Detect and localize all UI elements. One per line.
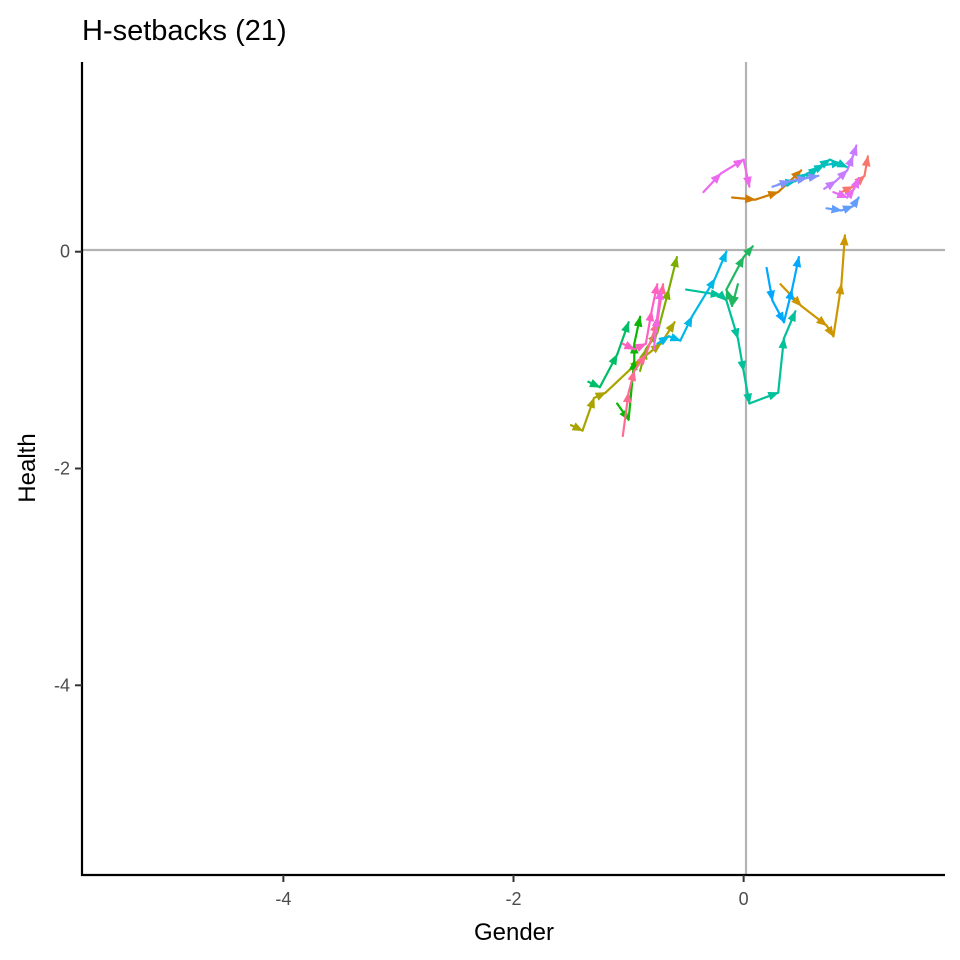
trajectory-segment: [592, 391, 607, 401]
trajectory-segment: [725, 256, 745, 291]
trajectory-segment: [817, 158, 832, 169]
trajectory-segment: [788, 175, 809, 185]
trajectory-segment: [679, 315, 694, 342]
series-trajectory: [684, 288, 797, 405]
trajectory-segment: [782, 310, 797, 340]
series-trajectory: [587, 321, 630, 389]
series-trajectory: [656, 250, 728, 346]
trajectory-segment: [598, 353, 619, 389]
trajectory-segment: [742, 245, 754, 259]
trajectory-segment: [849, 144, 858, 158]
trajectory-segment: [633, 353, 647, 372]
y-tick-label: -2: [54, 459, 70, 479]
trajectory-segment: [615, 402, 630, 421]
trajectory-segment: [627, 369, 637, 394]
x-axis-title: Gender: [474, 919, 554, 946]
trajectory-segment: [702, 172, 722, 194]
series-trajectory: [771, 173, 820, 189]
trajectory-segment: [716, 290, 728, 302]
trajectory-segment: [771, 299, 786, 324]
series-trajectory: [651, 288, 664, 351]
trajectory-segment: [569, 422, 584, 432]
trajectory-segment: [725, 299, 740, 340]
series-trajectory: [730, 169, 803, 204]
trajectory-segment: [765, 266, 775, 302]
trajectory-segment: [850, 176, 860, 190]
trajectory-segment: [753, 191, 780, 201]
trajectory-segment: [828, 158, 849, 169]
trajectory-segment: [839, 234, 849, 286]
trajectory-segment: [621, 391, 632, 438]
trajectory-segment: [840, 205, 855, 214]
trajectory-segment: [742, 158, 752, 188]
trajectory-segment: [805, 166, 820, 177]
trajectory-segment: [730, 194, 757, 204]
trajectory-segment: [825, 204, 843, 214]
x-tick-label: 0: [739, 889, 749, 909]
trajectory-segment: [667, 256, 679, 291]
series-trajectory: [765, 256, 802, 324]
trajectory-segment: [849, 196, 860, 209]
series-trajectory: [702, 158, 752, 194]
trajectory-segment: [651, 315, 661, 351]
series-trajectory: [825, 196, 860, 214]
trajectory-segment: [834, 169, 849, 183]
trajectory-segment: [777, 337, 788, 394]
series-trajectory: [832, 176, 860, 200]
trajectory-segment: [790, 256, 802, 291]
y-axis-ticks: -4 -2 0: [54, 242, 82, 695]
x-tick-label: -4: [275, 889, 291, 909]
trajectory-segment: [655, 288, 664, 318]
series-trajectory: [823, 144, 858, 191]
chart-title: H-setbacks (21): [82, 15, 287, 47]
y-tick-label: -4: [54, 675, 70, 695]
trajectory-segment: [861, 155, 871, 177]
trajectory-segment: [684, 288, 722, 298]
trajectory-segment: [690, 277, 717, 318]
trajectory-segment: [656, 335, 670, 346]
y-tick-label: 0: [60, 242, 70, 262]
trajectory-segment: [844, 187, 856, 200]
trajectory-segment: [633, 315, 643, 345]
trajectory-segment: [823, 180, 837, 191]
x-tick-label: -2: [505, 889, 521, 909]
trajectory-segment: [633, 342, 647, 353]
trajectory-segment: [730, 283, 740, 307]
series-layer: [569, 144, 871, 438]
trajectory-segment: [748, 391, 780, 405]
trajectory-segment: [845, 155, 855, 172]
trajectory-segment: [587, 379, 601, 389]
trajectory-segment: [621, 341, 636, 351]
trajectory-segment: [782, 288, 794, 324]
trajectory-segment: [650, 283, 660, 313]
x-axis-ticks: -4 -2 0: [275, 875, 749, 909]
trajectory-segment: [824, 324, 835, 338]
trajectory-segment: [832, 189, 849, 199]
trajectory-segment: [725, 288, 734, 307]
trajectory-segment: [615, 321, 630, 356]
trajectory-segment: [771, 180, 791, 189]
trajectory-segment: [800, 304, 828, 327]
trajectory-segment: [667, 333, 682, 342]
trajectory-segment: [736, 337, 747, 372]
trajectory-segment: [581, 396, 596, 432]
trajectory-segment: [719, 158, 745, 175]
trajectory-segment: [644, 310, 655, 345]
trajectory-segment: [832, 283, 845, 338]
series-trajectory: [725, 245, 754, 307]
trajectory-segment: [742, 369, 752, 405]
trajectory-segment: [713, 250, 728, 280]
y-axis-title: Health: [14, 433, 41, 502]
trajectory-segment: [805, 173, 820, 182]
